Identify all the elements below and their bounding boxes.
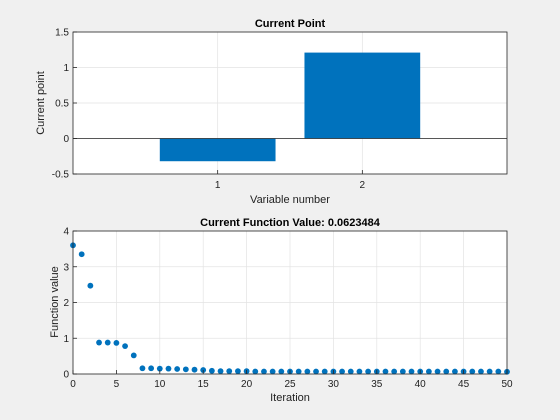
scatter-y-axis-label: Function value — [49, 266, 61, 338]
scatter-point-14 — [191, 366, 198, 373]
scatter-point-8 — [139, 365, 146, 372]
scatter-point-3 — [96, 339, 102, 346]
scatter-point-16 — [208, 367, 215, 374]
scatter-y-tick-label: 3 — [63, 262, 69, 273]
scatter-point-1 — [78, 251, 85, 258]
scatter-point-27 — [304, 368, 311, 375]
scatter-point-18 — [226, 368, 233, 375]
function-value-chart: 0 1 2 3 4 0 5 10 15 20 25 30 35 40 45 50 Current Funct… — [49, 217, 513, 404]
scatter-point-13 — [182, 366, 189, 373]
bar-y-ticks: -0.5 0 0.5 1 1.5 — [52, 28, 77, 181]
bar-y-axis-label: Current point — [35, 71, 47, 135]
scatter-y-tick-label: 1 — [63, 334, 69, 345]
scatter-y-ticks: 0 1 2 3 4 — [63, 227, 77, 381]
bar-x-axis-label: Variable number — [250, 194, 330, 206]
scatter-point-29 — [321, 368, 328, 375]
scatter-point-43 — [443, 368, 450, 375]
scatter-point-7 — [130, 352, 137, 359]
scatter-point-39 — [408, 368, 415, 375]
scatter-x-tick-label: 20 — [241, 379, 253, 390]
scatter-point-42 — [434, 368, 441, 375]
scatter-point-17 — [217, 368, 224, 375]
scatter-x-tick-label: 50 — [501, 379, 513, 390]
bar-y-tick-label: 1 — [63, 63, 69, 74]
scatter-x-tick-label: 25 — [284, 379, 296, 390]
bar-x-tick-label: 1 — [215, 180, 221, 191]
scatter-point-21 — [252, 368, 259, 375]
scatter-x-tick-label: 5 — [114, 379, 120, 390]
scatter-x-ticks: 0 5 10 15 20 25 30 35 40 45 50 — [70, 370, 513, 390]
scatter-point-23 — [269, 368, 276, 375]
scatter-point-10 — [156, 365, 163, 372]
scatter-point-46 — [469, 368, 476, 375]
bar-chart-title: Current Point — [255, 18, 326, 30]
scatter-point-28 — [313, 368, 319, 375]
bar-variable-2 — [304, 52, 421, 139]
scatter-point-4 — [104, 339, 111, 346]
scatter-point-24 — [278, 368, 285, 375]
scatter-point-37 — [391, 368, 398, 375]
scatter-x-tick-label: 0 — [70, 379, 76, 390]
scatter-point-12 — [174, 366, 181, 372]
scatter-marks — [70, 242, 510, 375]
scatter-point-6 — [122, 343, 128, 350]
scatter-point-33 — [356, 368, 363, 375]
scatter-point-11 — [165, 365, 172, 372]
scatter-point-26 — [295, 368, 302, 375]
scatter-y-tick-label: 4 — [63, 227, 69, 238]
scatter-x-tick-label: 40 — [415, 379, 427, 390]
scatter-point-9 — [148, 365, 155, 372]
scatter-x-tick-label: 15 — [198, 379, 210, 390]
scatter-point-22 — [261, 368, 267, 375]
scatter-x-tick-label: 45 — [458, 379, 470, 390]
scatter-point-41 — [425, 368, 432, 375]
bar-y-tick-label: -0.5 — [52, 170, 70, 181]
bar-variable-1 — [159, 138, 276, 162]
scatter-chart-title: Current Function Value: 0.0623484 — [200, 217, 381, 229]
scatter-point-48 — [486, 368, 493, 375]
scatter-point-19 — [235, 368, 241, 375]
scatter-point-31 — [339, 368, 345, 375]
scatter-point-34 — [365, 368, 372, 375]
scatter-x-tick-label: 10 — [154, 379, 166, 390]
scatter-point-2 — [87, 282, 94, 289]
scatter-point-38 — [399, 368, 406, 375]
scatter-y-tick-label: 2 — [63, 298, 69, 309]
scatter-point-44 — [452, 368, 458, 375]
scatter-y-tick-label: 0 — [63, 370, 69, 381]
scatter-point-5 — [113, 339, 120, 346]
scatter-point-49 — [495, 368, 502, 375]
bar-x-tick-label: 2 — [360, 180, 366, 191]
scatter-x-tick-label: 35 — [371, 379, 383, 390]
bar-y-tick-label: 0 — [63, 134, 69, 145]
scatter-x-axis-label: Iteration — [270, 392, 310, 404]
scatter-point-36 — [382, 368, 389, 375]
bar-y-tick-label: 0.5 — [55, 99, 69, 110]
bar-y-tick-label: 1.5 — [55, 28, 69, 39]
bar-marks — [73, 52, 507, 162]
scatter-x-tick-label: 30 — [328, 379, 340, 390]
scatter-point-47 — [478, 368, 484, 375]
scatter-point-32 — [347, 368, 354, 375]
